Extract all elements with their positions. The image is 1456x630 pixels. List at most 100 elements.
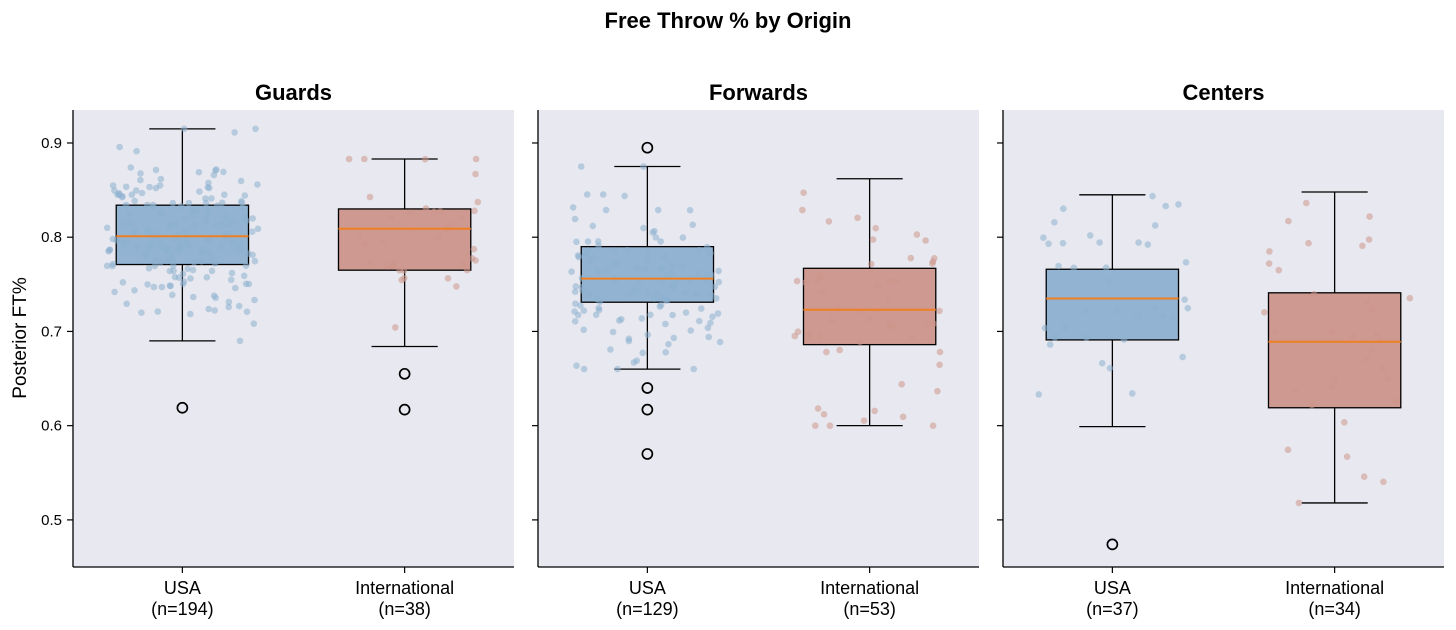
jitter-point xyxy=(603,267,611,274)
outlier-point xyxy=(176,401,189,414)
jitter-point xyxy=(252,125,259,133)
jitter-point xyxy=(825,218,833,225)
jitter-point xyxy=(630,359,638,366)
jitter-point xyxy=(709,313,716,321)
jitter-point xyxy=(208,267,216,275)
jitter-point xyxy=(574,252,582,259)
jitter-point xyxy=(930,320,937,328)
jitter-point xyxy=(869,236,877,243)
jitter-point xyxy=(205,184,213,192)
jitter-point xyxy=(182,215,189,222)
jitter-point xyxy=(236,337,244,345)
jitter-points xyxy=(791,189,944,430)
jitter-point xyxy=(205,249,212,256)
jitter-point xyxy=(137,176,144,184)
jitter-point xyxy=(707,291,715,299)
jitter-point xyxy=(1261,309,1268,316)
jitter-point xyxy=(1134,312,1142,319)
jitter-point xyxy=(231,129,238,136)
jitter-point xyxy=(1082,307,1090,315)
jitter-point xyxy=(625,335,633,343)
jitter-point xyxy=(196,188,203,195)
jitter-point xyxy=(1308,401,1316,409)
jitter-point xyxy=(1329,383,1336,391)
jitter-point xyxy=(874,281,881,289)
jitter-point xyxy=(596,298,604,306)
jitter-point xyxy=(892,277,899,285)
jitter-point xyxy=(472,170,479,178)
jitter-point xyxy=(1275,266,1283,274)
jitter-point xyxy=(238,246,245,254)
jitter-point xyxy=(1385,376,1392,383)
jitter-point xyxy=(696,317,703,325)
jitter-point xyxy=(1045,240,1052,248)
jitter-point xyxy=(169,291,176,299)
jitter-point xyxy=(405,209,413,216)
jitter-point xyxy=(711,283,719,291)
jitter-point xyxy=(109,262,116,270)
jitter-point xyxy=(860,417,868,425)
jitter-point xyxy=(929,422,937,430)
jitter-point xyxy=(250,320,258,328)
jitter-point xyxy=(113,237,120,244)
panel-forwards: Forwards USA(n=129) International(n=53) xyxy=(532,80,979,619)
group-international: International(n=53) xyxy=(791,178,944,619)
jitter-point xyxy=(388,215,395,222)
jitter-point xyxy=(647,311,654,319)
jitter-point xyxy=(602,206,610,214)
jitter-point xyxy=(185,199,193,207)
jitter-point xyxy=(138,189,146,197)
jitter-point xyxy=(1120,336,1128,343)
jitter-point xyxy=(703,243,711,251)
panel-title: Centers xyxy=(1183,80,1265,105)
jitter-point xyxy=(361,155,368,163)
jitter-point xyxy=(245,280,253,288)
jitter-point xyxy=(444,275,452,282)
jitter-point xyxy=(1363,355,1370,362)
jitter-point xyxy=(814,405,822,412)
jitter-point xyxy=(613,260,621,267)
jitter-point xyxy=(154,308,162,315)
jitter-point xyxy=(665,340,672,348)
jitter-point xyxy=(166,267,174,275)
jitter-point xyxy=(189,212,197,220)
jitter-point xyxy=(650,295,658,302)
jitter-point xyxy=(640,163,647,170)
jitter-point xyxy=(114,191,121,198)
jitter-point xyxy=(872,224,879,232)
jitter-point xyxy=(834,305,841,313)
jitter-point xyxy=(345,155,353,163)
jitter-point xyxy=(367,259,375,267)
jitter-point xyxy=(149,201,157,209)
jitter-point xyxy=(225,221,232,228)
jitter-point xyxy=(1406,294,1414,302)
jitter-point xyxy=(1129,390,1136,397)
jitter-point xyxy=(470,245,478,253)
jitter-point xyxy=(175,237,183,245)
jitter-point xyxy=(828,317,835,325)
jitter-point xyxy=(826,422,834,430)
y-axis-label: Posterior FT% xyxy=(10,277,31,399)
group-international: International(n=38) xyxy=(337,155,482,619)
jitter-point xyxy=(573,238,580,246)
jitter-point xyxy=(672,276,679,284)
jitter-point xyxy=(633,264,641,271)
jitter-point xyxy=(1151,222,1159,229)
jitter-point xyxy=(644,248,652,255)
jitter-point xyxy=(806,334,813,342)
jitter-point xyxy=(644,331,651,339)
jitter-point xyxy=(384,263,391,270)
jitter-point xyxy=(172,220,180,228)
jitter-point xyxy=(125,210,133,218)
jitter-point xyxy=(1086,232,1094,239)
x-tick-label: International xyxy=(1285,578,1384,598)
jitter-point xyxy=(1105,278,1113,285)
box xyxy=(1267,292,1402,409)
jitter-point xyxy=(379,238,386,245)
jitter-point xyxy=(889,323,897,331)
jitter-point xyxy=(580,326,587,334)
jitter-point xyxy=(707,249,714,257)
jitter-point xyxy=(119,279,127,286)
jitter-point xyxy=(573,362,580,370)
jitter-point xyxy=(568,268,575,276)
